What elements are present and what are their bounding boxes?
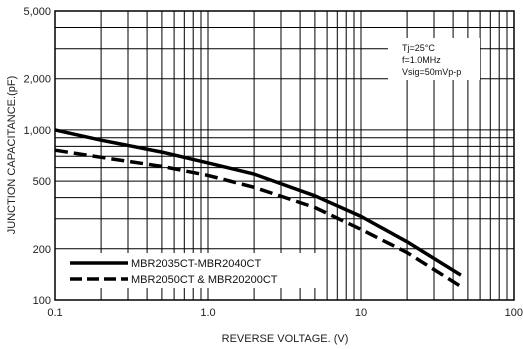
legend-background	[64, 253, 320, 288]
legend-label-series-1: MBR2035CT-MBR2040CT	[131, 258, 261, 270]
series-line-1	[54, 128, 462, 277]
x-axis-label: REVERSE VOLTAGE. (V)	[222, 333, 349, 345]
y-tick-labels: 100 200 500 1,000 2,000 5,000	[23, 6, 51, 307]
conditions-box-background	[388, 38, 480, 80]
legend-label-series-2: MBR2050CT & MBR20200CT	[131, 274, 278, 286]
y-tick-label: 100	[33, 295, 51, 307]
x-tick-labels: 0.1 1.0 10 100	[47, 307, 523, 319]
conditions-box: Tj=25°C f=1.0MHz Vsig=50mVp-p	[388, 38, 480, 80]
y-tick-label: 2,000	[23, 74, 51, 86]
grid-lines	[55, 11, 514, 300]
x-tick-label: 1.0	[200, 307, 215, 319]
y-tick-label: 200	[33, 244, 51, 256]
y-tick-label: 1,000	[23, 125, 51, 137]
condition-vsig: Vsig=50mVp-p	[402, 67, 461, 77]
condition-tj: Tj=25°C	[402, 43, 435, 53]
plot-area-frame	[54, 10, 515, 301]
condition-frequency: f=1.0MHz	[402, 55, 441, 65]
series-line-2	[54, 148, 462, 288]
y-tick-label: 5,000	[23, 6, 51, 18]
y-axis-label: JUNCTION CAPACITANCE.(pF)	[6, 76, 18, 235]
y-tick-label: 500	[33, 176, 51, 188]
legend: MBR2035CT-MBR2040CT MBR2050CT & MBR20200…	[64, 253, 320, 288]
x-tick-label: 10	[355, 307, 367, 319]
x-tick-label: 0.1	[47, 307, 62, 319]
x-tick-label: 100	[505, 307, 523, 319]
data-series	[54, 128, 462, 288]
